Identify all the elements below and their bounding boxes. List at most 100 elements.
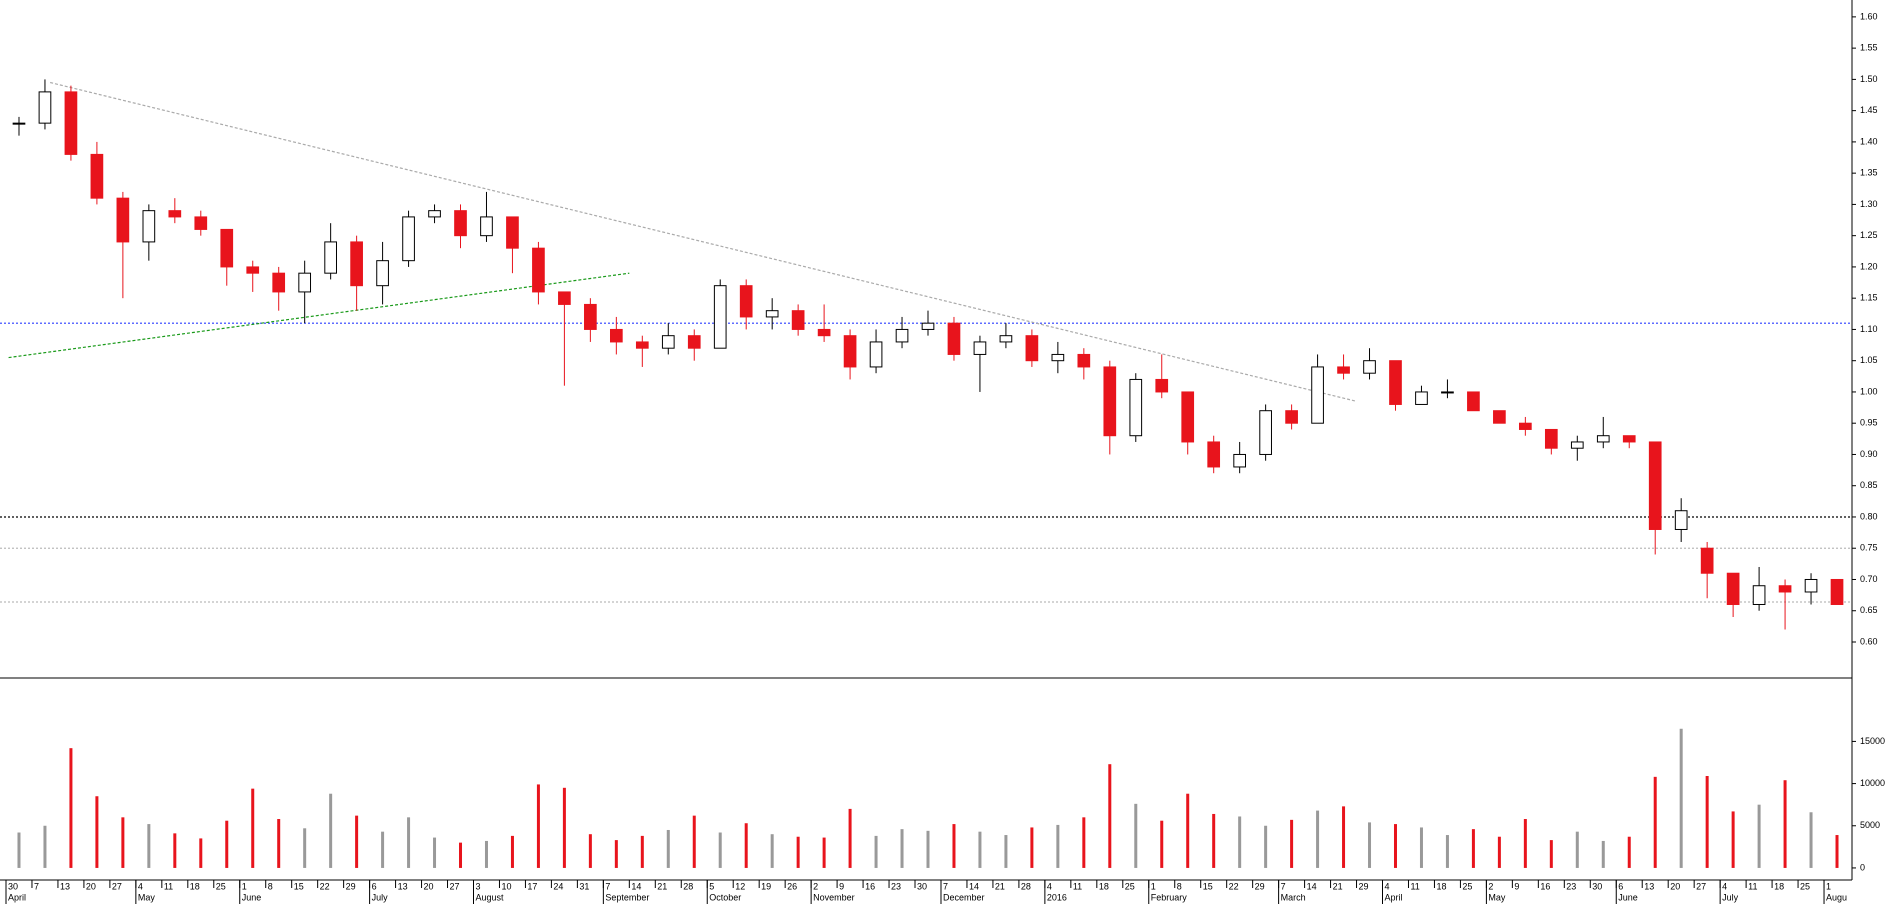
x-tick-label: 11 (1748, 881, 1757, 891)
x-tick-label: 25 (1125, 881, 1135, 891)
volume-bar (1549, 840, 1553, 868)
x-tick-label: 15 (294, 881, 304, 891)
volume-bar (277, 819, 281, 868)
candle-body (1519, 422, 1532, 430)
candle-body (1259, 410, 1272, 455)
volume-bar (1316, 810, 1320, 868)
candle-body (402, 216, 415, 262)
volume-bar (1679, 728, 1683, 868)
volume-bar (1497, 836, 1501, 868)
candle-body (194, 216, 208, 230)
month-label: November (813, 892, 855, 902)
x-tick-label: 20 (86, 881, 96, 891)
volume-bar (978, 831, 982, 868)
candle-body (1207, 441, 1221, 468)
y-tick-label: 0.95 (1860, 418, 1878, 428)
volume-bar (199, 838, 203, 868)
volume-bar (1627, 836, 1631, 868)
trend-line (50, 81, 1357, 402)
volume-bar (1757, 804, 1761, 868)
volume-bar (355, 815, 359, 868)
trend-line (8, 272, 630, 359)
volume-bar (381, 831, 385, 868)
volume-bar (874, 835, 878, 868)
candle-body (12, 122, 26, 125)
candle-body (246, 266, 260, 274)
candle-body (1467, 391, 1480, 412)
volume-bar (640, 835, 644, 868)
volume-bar (1523, 819, 1527, 868)
volume-bar (147, 824, 151, 868)
x-tick-label: 12 (735, 881, 745, 891)
candle-body (1415, 391, 1428, 405)
volume-bar (744, 823, 748, 868)
x-tick-label: 27 (112, 881, 122, 891)
x-tick-label: 9 (839, 881, 844, 891)
candle-body (1804, 578, 1818, 593)
volume-bar (770, 834, 774, 868)
candle-body (454, 210, 467, 237)
month-label: July (1722, 892, 1739, 902)
volume-bar (43, 825, 47, 868)
candle-body (999, 335, 1013, 343)
candle-body (973, 341, 987, 355)
candle-body (1285, 410, 1298, 424)
x-tick-label: 1 (242, 881, 247, 891)
y2-tick-label: 10000 (1860, 778, 1885, 788)
month-label: May (1488, 892, 1506, 902)
x-tick-label: 13 (60, 881, 70, 891)
candle-body (609, 328, 623, 343)
volume-bar (1056, 824, 1060, 868)
volume-bar (718, 832, 722, 868)
volume-bar (1238, 816, 1242, 868)
y-tick-label: 1.20 (1860, 261, 1878, 271)
volume-bar (17, 832, 21, 868)
y-tick-label: 1.10 (1860, 324, 1878, 334)
volume-bar (1212, 813, 1216, 868)
x-tick-label: 16 (1540, 881, 1550, 891)
candle-body (220, 228, 234, 268)
month-label: August (475, 892, 504, 902)
x-tick-label: 18 (1436, 881, 1446, 891)
y-tick-label: 1.05 (1860, 355, 1878, 365)
candle-body (142, 210, 156, 243)
x-tick-label: 26 (787, 881, 797, 891)
candle-body (1363, 360, 1376, 374)
x-tick-label: 29 (1359, 881, 1369, 891)
y-tick-label: 1.35 (1860, 168, 1878, 178)
candle-body (1311, 366, 1324, 424)
candle-body (1441, 391, 1454, 394)
x-tick-label: 8 (268, 881, 273, 891)
x-tick-label: 27 (1696, 881, 1706, 891)
candle-body (843, 335, 857, 368)
month-label: February (1151, 892, 1188, 902)
candle-body (895, 328, 909, 343)
volume-bar (926, 830, 930, 868)
candle-body (168, 210, 182, 218)
volume-bar (900, 829, 904, 868)
candle-body (64, 91, 78, 155)
volume-bar (1809, 812, 1813, 868)
volume-bar (796, 836, 800, 868)
candle-body (661, 335, 675, 349)
x-tick-label: 4 (138, 881, 143, 891)
x-tick-label: 14 (1307, 881, 1317, 891)
candle-body (506, 216, 519, 249)
volume-bar (562, 787, 566, 868)
y-tick-label: 0.70 (1860, 574, 1878, 584)
candle-body (1570, 441, 1584, 449)
x-tick-label: 23 (1566, 881, 1576, 891)
month-label: July (372, 892, 389, 902)
y-tick-label: 1.15 (1860, 293, 1878, 303)
candle-body (635, 341, 649, 349)
volume-bar (588, 834, 592, 868)
y-tick-label: 1.30 (1860, 199, 1878, 209)
candle-body (272, 272, 286, 293)
volume-bar (407, 817, 411, 868)
x-tick-label: 19 (761, 881, 771, 891)
x-tick-label: 11 (164, 881, 173, 891)
month-label: September (605, 892, 649, 902)
y-tick-label: 0.60 (1860, 636, 1878, 646)
x-tick-label: 31 (579, 881, 589, 891)
